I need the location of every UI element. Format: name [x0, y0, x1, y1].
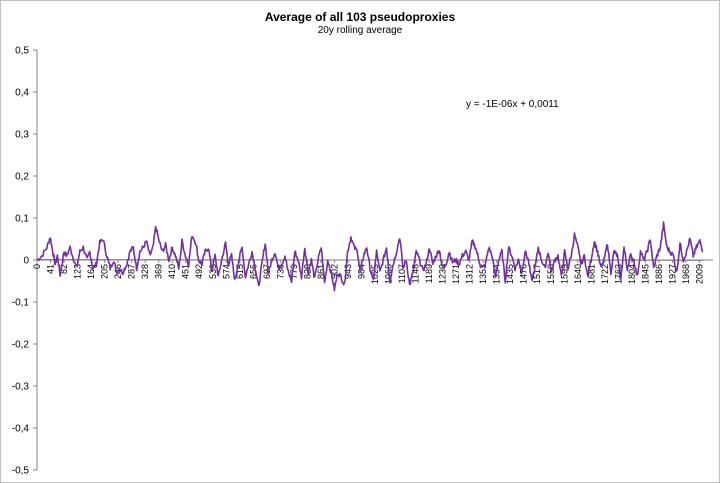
x-tick-label: 369 [154, 264, 164, 279]
y-tick-label: 0,4 [15, 88, 29, 99]
x-tick-label: 1394 [492, 264, 502, 284]
trendline [36, 259, 704, 261]
x-tick-label: 1599 [559, 264, 569, 284]
x-tick-label: 943 [343, 264, 353, 279]
x-tick-label: 1517 [532, 264, 542, 284]
x-tick-label: 2009 [694, 264, 704, 284]
x-tick-label: 533 [208, 264, 218, 279]
x-tick-label: 574 [221, 264, 231, 279]
x-tick-label: 328 [140, 264, 150, 279]
x-tick-label: 451 [181, 264, 191, 279]
trendline-equation: y = -1E-06x + 0,0011 [466, 99, 559, 110]
x-tick-label: 1886 [654, 264, 664, 284]
series-line [36, 221, 704, 292]
x-tick-label: 1476 [519, 264, 529, 284]
x-tick-label: 492 [194, 264, 204, 279]
x-tick-label: 164 [86, 264, 96, 279]
x-tick-label: 697 [262, 264, 272, 279]
x-tick-label: 205 [100, 264, 110, 279]
x-tick-label: 1927 [667, 264, 677, 284]
x-tick-label: 1148 [411, 264, 421, 283]
x-tick-label: 1804 [627, 264, 637, 284]
y-tick-label: -0,1 [12, 298, 30, 309]
y-tick-label: 0,2 [15, 172, 29, 183]
x-tick-label: 779 [289, 264, 299, 279]
x-tick-label: 82 [59, 264, 69, 274]
x-tick-label: 410 [167, 264, 177, 279]
x-tick-label: 738 [275, 264, 285, 279]
x-tick-label: 1763 [613, 264, 623, 284]
chart-title: Average of all 103 pseudoproxies [264, 10, 456, 24]
y-tick-label: 0 [23, 256, 29, 267]
x-tick-label: 615 [235, 264, 245, 279]
x-tick-label: 287 [127, 264, 137, 279]
y-tick-label: 0,5 [15, 46, 29, 57]
y-tick-label: 0,3 [15, 130, 29, 141]
x-tick-label: 1230 [438, 264, 448, 284]
y-tick-label: -0,2 [12, 340, 30, 351]
x-tick-label: 1353 [478, 264, 488, 284]
x-tick-label: 1435 [505, 264, 515, 284]
x-tick-label: 1107 [397, 264, 407, 283]
x-tick-label: 1722 [600, 264, 610, 284]
y-tick-label: -0,5 [12, 466, 30, 477]
x-tick-label: 1271 [451, 264, 461, 284]
x-tick-label: 902 [329, 264, 339, 279]
x-tick-label: 1845 [640, 264, 650, 284]
x-tick-label: 861 [316, 264, 326, 279]
x-tick-label: 0 [32, 264, 42, 269]
x-tick-label: 1681 [586, 264, 596, 284]
x-tick-label: 656 [248, 264, 258, 279]
x-tick-label: 1312 [465, 264, 475, 284]
y-tick-label: 0,1 [15, 214, 29, 225]
x-tick-label: 1640 [573, 264, 583, 284]
x-tick-label: 123 [73, 264, 83, 279]
y-tick-label: -0,3 [12, 382, 30, 393]
x-tick-label: 1968 [681, 264, 691, 284]
chart-subtitle: 20y rolling average [317, 25, 403, 36]
y-tick-label: -0,4 [12, 424, 30, 435]
x-tick-label: 1189 [424, 264, 434, 283]
x-tick-label: 984 [356, 264, 366, 279]
x-tick-label: 41 [46, 264, 56, 274]
x-tick-label: 1558 [546, 264, 556, 284]
